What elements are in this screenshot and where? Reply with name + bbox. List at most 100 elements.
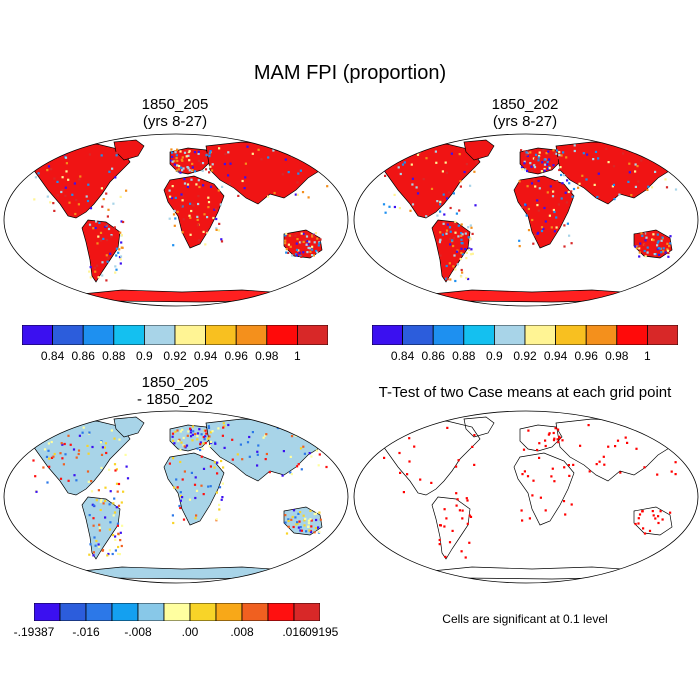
grid-cell — [383, 456, 386, 459]
grid-cell — [277, 422, 280, 425]
grid-cell — [126, 477, 130, 480]
grid-cell — [461, 253, 464, 256]
grid-cell — [441, 233, 444, 236]
grid-cell — [449, 206, 452, 210]
grid-cell — [291, 254, 294, 257]
grid-cell — [109, 521, 112, 524]
grid-cell — [194, 170, 197, 173]
grid-cell — [171, 160, 174, 163]
grid-cell — [295, 242, 298, 245]
grid-cell — [204, 243, 207, 246]
grid-cell — [93, 536, 96, 539]
grid-cell — [562, 151, 565, 154]
grid-cell — [657, 247, 660, 250]
grid-cell — [603, 463, 606, 466]
grid-cell — [112, 534, 115, 537]
grid-cell — [181, 205, 184, 208]
grid-cell — [231, 458, 234, 461]
grid-cell — [316, 444, 320, 447]
colorbar-tick-label: 0.92 — [513, 349, 537, 363]
grid-cell — [556, 438, 559, 441]
grid-cell — [220, 459, 223, 463]
grid-cell — [51, 156, 54, 159]
grid-cell — [460, 238, 463, 241]
grid-cell — [648, 529, 652, 532]
grid-cell — [520, 149, 523, 152]
grid-cell — [469, 184, 472, 187]
grid-cell — [669, 235, 672, 238]
grid-cell — [173, 160, 176, 163]
grid-cell — [61, 443, 64, 446]
grid-cell — [194, 476, 197, 479]
grid-cell — [71, 193, 74, 196]
grid-cell — [471, 252, 474, 255]
grid-cell — [67, 479, 70, 482]
grid-cell — [120, 241, 123, 244]
grid-cell — [207, 485, 210, 488]
grid-cell — [239, 443, 242, 446]
grid-cell — [93, 266, 96, 269]
colorbar-tick-label: 0.94 — [193, 349, 218, 363]
grid-cell — [101, 548, 105, 552]
grid-cell — [651, 510, 654, 513]
grid-cell — [179, 491, 182, 494]
grid-cell — [209, 150, 212, 153]
grid-cell — [181, 156, 184, 159]
grid-cell — [204, 168, 208, 171]
grid-cell — [52, 455, 55, 458]
grid-cell — [208, 435, 211, 438]
map-1850-202 — [353, 133, 699, 307]
grid-cell — [105, 279, 108, 282]
grid-cell — [296, 465, 299, 468]
grid-cell — [183, 445, 186, 448]
main-title: MAM FPI (proportion) — [253, 62, 447, 84]
grid-cell — [170, 159, 173, 162]
grid-cell — [620, 422, 623, 425]
grid-cell — [325, 440, 328, 443]
grid-cell — [536, 199, 539, 202]
grid-cell — [179, 150, 182, 153]
colorbar-swatch — [555, 325, 587, 345]
grid-cell — [209, 165, 212, 168]
grid-cell — [183, 470, 186, 473]
grid-cell — [670, 470, 673, 473]
grid-cell — [537, 159, 540, 162]
grid-cell — [282, 450, 285, 453]
grid-cell — [454, 220, 457, 223]
grid-cell — [106, 215, 109, 218]
grid-cell — [518, 239, 521, 242]
grid-cell — [637, 517, 640, 520]
grid-cell — [303, 524, 306, 527]
colorbar-tick-label: .008 — [230, 625, 254, 639]
grid-cell — [445, 232, 448, 235]
grid-cell — [525, 214, 528, 217]
grid-cell — [120, 246, 123, 249]
grid-cell — [308, 452, 311, 455]
grid-cell — [197, 152, 200, 155]
grid-cell — [243, 187, 246, 190]
colorbar-swatch — [585, 325, 618, 345]
grid-cell — [307, 519, 310, 522]
grid-cell — [459, 257, 462, 261]
grid-cell — [92, 551, 95, 554]
grid-cell — [175, 154, 178, 157]
grid-cell — [563, 245, 566, 248]
grid-cell — [222, 422, 225, 425]
grid-cell — [124, 453, 127, 456]
grid-cell — [527, 207, 530, 211]
grid-cell — [86, 199, 90, 203]
grid-cell — [287, 525, 290, 528]
grid-cell — [195, 489, 199, 492]
grid-cell — [447, 191, 450, 194]
grid-cell — [315, 249, 318, 253]
grid-cell — [117, 251, 120, 254]
grid-cell — [99, 231, 103, 234]
grid-cell — [207, 425, 210, 428]
grid-cell — [191, 433, 194, 436]
grid-cell — [461, 242, 464, 245]
grid-cell — [297, 512, 300, 515]
grid-cell — [202, 230, 205, 233]
grid-cell — [544, 220, 547, 223]
colorbar-swatch — [163, 603, 191, 621]
grid-cell — [637, 180, 640, 183]
